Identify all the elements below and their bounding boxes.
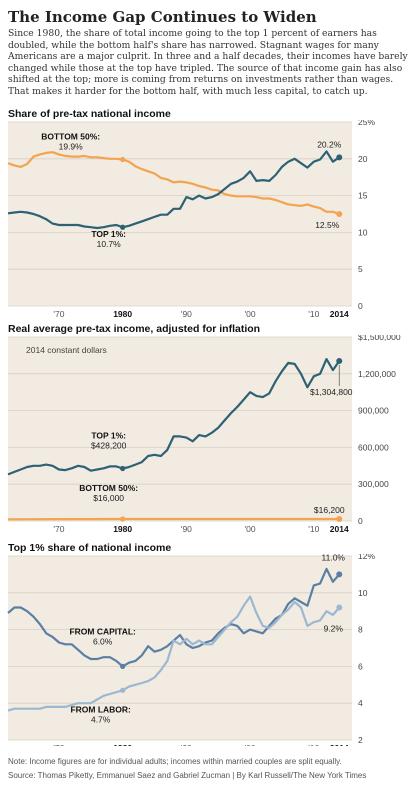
y-tick-label: 10	[358, 588, 368, 598]
series-name-label: BOTTOM 50%:	[41, 132, 100, 142]
chart-top1-share: 2 4 6 8 10 12% '70 1980 '90 '00 '10 2014 FROM CAPITA…	[7, 554, 375, 746]
point-value-label: $428,200	[91, 440, 127, 450]
y-tick-label: 10	[358, 227, 368, 237]
end-value-label: 20.2%	[317, 139, 342, 149]
point-1980-marker	[120, 516, 126, 522]
end-point-marker	[336, 154, 343, 161]
x-tick-label: 1980	[113, 743, 132, 746]
end-value-label: $1,304,800	[310, 387, 353, 397]
y-tick-label: 20	[358, 154, 368, 164]
point-1980-marker	[120, 156, 126, 163]
series-name-label: BOTTOM 50%:	[79, 483, 138, 493]
point-1980-marker	[120, 224, 126, 230]
end-value-label: 12.5%	[315, 220, 340, 230]
y-tick-label: 5	[358, 264, 363, 274]
y-tick-label: 600,000	[358, 442, 389, 452]
y-tick-label: 4	[358, 698, 363, 708]
y-tick-label: 12%	[358, 554, 375, 561]
chart3-title: Top 1% share of national income	[8, 542, 172, 554]
y-tick-label: 300,000	[358, 479, 389, 489]
end-point-marker	[336, 604, 343, 611]
point-value-label: 10.7%	[97, 239, 122, 249]
series-line-0	[7, 358, 341, 476]
chart1-title: Share of pre-tax national income	[8, 108, 171, 120]
point-value-label: $16,000	[93, 493, 124, 503]
y-tick-label: 8	[358, 625, 363, 635]
y-tick-label: $1,500,000	[358, 335, 401, 342]
plot-background	[8, 556, 352, 740]
plot-background	[8, 122, 352, 306]
x-tick-label: 1980	[113, 309, 132, 319]
x-tick-label: 2014	[330, 524, 349, 534]
chart-share-pretax: 0 5 10 15 20 25% '70 1980 '90 '00 '10 2014 BOTTOM 50…	[7, 120, 375, 319]
point-1980-marker	[120, 687, 126, 693]
series-name-label: TOP 1%:	[91, 430, 126, 440]
y-tick-label: 1,200,000	[358, 369, 396, 379]
series-line-0	[7, 151, 340, 216]
series-line-1	[7, 150, 340, 230]
point-value-label: 6.0%	[93, 636, 113, 646]
chart-subtitle: 2014 constant dollars	[26, 345, 107, 355]
y-tick-label: 15	[358, 191, 368, 201]
x-tick-label: '00	[245, 743, 256, 746]
source-text: Source: Thomas Piketty, Emmanuel Saez an…	[8, 771, 367, 780]
series-line-1	[7, 595, 341, 712]
x-tick-label: 1980	[113, 524, 132, 534]
end-point-marker	[336, 211, 343, 217]
series-name-label: TOP 1%:	[91, 229, 126, 239]
chart2-title: Real average pre-tax income, adjusted fo…	[8, 323, 261, 335]
x-tick-label: '00	[245, 524, 256, 534]
end-value-label: 11.0%	[322, 554, 346, 562]
end-value-label: $16,200	[314, 505, 345, 515]
end-point-marker	[336, 571, 343, 578]
point-value-label: 19.9%	[59, 142, 84, 152]
x-tick-label: '90	[181, 309, 192, 319]
end-point-marker	[336, 357, 343, 364]
point-1980-marker	[120, 663, 126, 669]
series-name-label: FROM LABOR:	[70, 704, 131, 714]
x-tick-label: '90	[181, 524, 192, 534]
plot-background	[8, 337, 352, 521]
x-tick-label: '10	[308, 524, 319, 534]
end-value-label: 9.2%	[324, 624, 344, 634]
x-tick-label: '90	[181, 743, 192, 746]
point-1980-marker	[120, 465, 126, 472]
y-tick-label: 0	[358, 516, 363, 526]
page-title: The Income Gap Continues to Widen	[8, 8, 317, 26]
x-tick-label: '00	[245, 309, 256, 319]
chart-real-income: 0 300,000 600,000 900,000 1,200,000 $1,500,00…	[7, 335, 401, 534]
y-tick-label: 2	[358, 735, 363, 745]
end-point-marker	[336, 516, 343, 523]
y-tick-label: 6	[358, 661, 363, 671]
intro-text: Since 1980, the share of total income go…	[8, 28, 408, 97]
note-text: Note: Income figures are for individual …	[8, 757, 342, 766]
x-tick-label: '70	[53, 743, 64, 746]
x-tick-label: '10	[308, 309, 319, 319]
x-tick-label: '70	[53, 309, 64, 319]
x-tick-label: 2014	[330, 743, 349, 746]
y-tick-label: 0	[358, 301, 363, 311]
x-tick-label: '10	[308, 743, 319, 746]
y-tick-label: 25%	[358, 120, 375, 127]
series-name-label: FROM CAPITAL:	[69, 626, 136, 636]
y-tick-label: 900,000	[358, 406, 389, 416]
x-tick-label: 2014	[330, 309, 349, 319]
x-tick-label: '70	[53, 524, 64, 534]
point-value-label: 4.7%	[91, 714, 111, 724]
